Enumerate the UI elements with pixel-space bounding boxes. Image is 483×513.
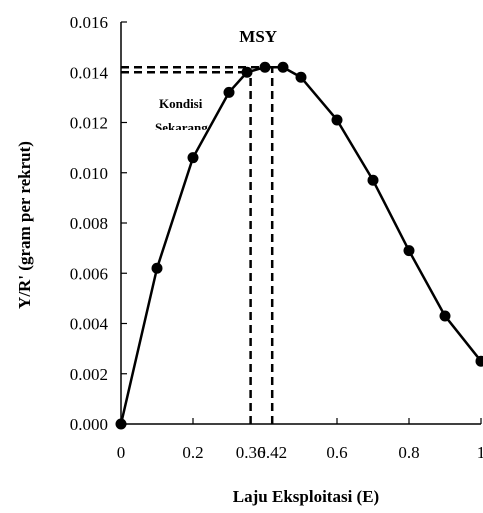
data-point [151, 262, 163, 274]
data-point [259, 61, 271, 73]
data-point [403, 245, 415, 257]
y-tick-label: 0.000 [70, 415, 108, 434]
data-point [475, 355, 483, 367]
x-tick-label: 0.42 [257, 443, 287, 462]
current-condition-label-line2: Sekarang [155, 120, 208, 135]
y-tick-label: 0.012 [70, 114, 108, 133]
y-tick-label: 0.010 [70, 164, 108, 183]
x-tick-label: 0.8 [398, 443, 419, 462]
x-tick-label: 0.6 [326, 443, 347, 462]
reference-lines [121, 65, 274, 424]
x-tick-label: 0.2 [182, 443, 203, 462]
y-tick-label: 0.014 [70, 63, 109, 82]
y-tick-label: 0.008 [70, 214, 108, 233]
data-point [115, 418, 127, 430]
series-group [115, 61, 483, 430]
current-condition-label-line1: Kondisi [159, 96, 203, 111]
data-point [223, 86, 235, 98]
y-tick-label: 0.004 [70, 315, 109, 334]
x-ticks: 0 0.2 0.360.42 0.6 0.8 1 [117, 418, 483, 462]
data-point [187, 152, 199, 164]
data-point [367, 174, 379, 186]
y-tick-label: 0.002 [70, 365, 108, 384]
y-tick-label: 0.016 [70, 13, 108, 32]
y-axis-title: Y/R' (gram per rekrut) [15, 141, 34, 309]
data-point [439, 310, 451, 322]
annotations: MSY Kondisi Sekarang [155, 27, 277, 135]
x-tick-label: 0.36 [236, 443, 266, 462]
msy-label: MSY [239, 27, 277, 46]
x-axis-title: Laju Eksploitasi (E) [233, 487, 379, 506]
data-point [295, 71, 307, 83]
y-tick-label: 0.006 [70, 264, 108, 283]
data-point [241, 66, 253, 78]
x-tick-label: 0 [117, 443, 126, 462]
data-point [331, 114, 343, 126]
y-ticks: 0.000 0.002 0.004 0.006 0.008 0.010 0.012 0.014… [70, 13, 127, 434]
data-point [277, 61, 289, 73]
x-tick-label: 1 [477, 443, 483, 462]
